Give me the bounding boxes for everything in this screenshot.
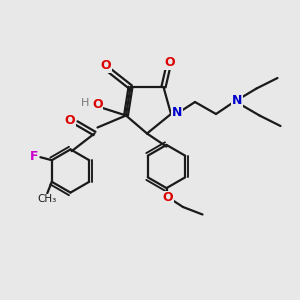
Text: CH₃: CH₃ — [38, 194, 57, 204]
Text: O: O — [164, 56, 175, 69]
Text: N: N — [232, 94, 242, 107]
Text: O: O — [92, 98, 103, 111]
Text: H: H — [80, 98, 89, 108]
Text: F: F — [29, 149, 38, 163]
Text: O: O — [64, 113, 75, 127]
Text: O: O — [100, 59, 111, 73]
Text: N: N — [172, 106, 182, 119]
Text: O: O — [162, 191, 173, 204]
